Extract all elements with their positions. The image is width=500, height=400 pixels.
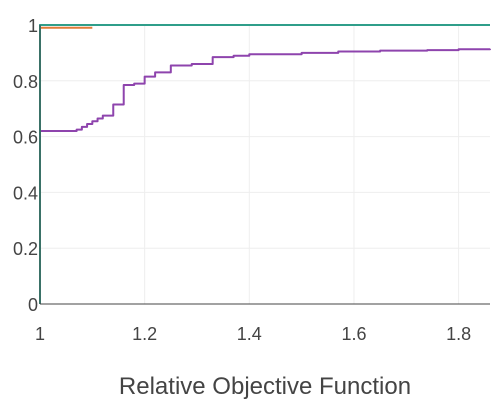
series-line-4 xyxy=(39,24,490,304)
series-line-2 xyxy=(39,48,491,304)
y-tick-label: 0.4 xyxy=(13,183,38,203)
y-tick-label: 0 xyxy=(28,295,38,315)
series-line-1 xyxy=(39,26,93,304)
series-line-3 xyxy=(39,24,490,304)
axis-layer xyxy=(39,25,490,305)
x-tick-label: 1.4 xyxy=(237,324,262,344)
x-tick-label: 1.2 xyxy=(132,324,157,344)
tick-layer: 1 1.2 1.4 1.6 1.8 0 0.2 0.4 0.6 0.8 1 xyxy=(13,16,471,344)
grid-layer xyxy=(40,24,490,304)
y-tick-label: 0.8 xyxy=(13,72,38,92)
y-tick-label: 0.6 xyxy=(13,128,38,148)
y-tick-label: 0.2 xyxy=(13,239,38,259)
x-tick-label: 1.8 xyxy=(446,324,471,344)
series-layer xyxy=(39,24,491,304)
x-tick-label: 1.6 xyxy=(341,324,366,344)
x-axis-title: Relative Objective Function xyxy=(119,373,411,400)
y-tick-label: 1 xyxy=(28,16,38,36)
x-tick-label: 1 xyxy=(35,324,45,344)
